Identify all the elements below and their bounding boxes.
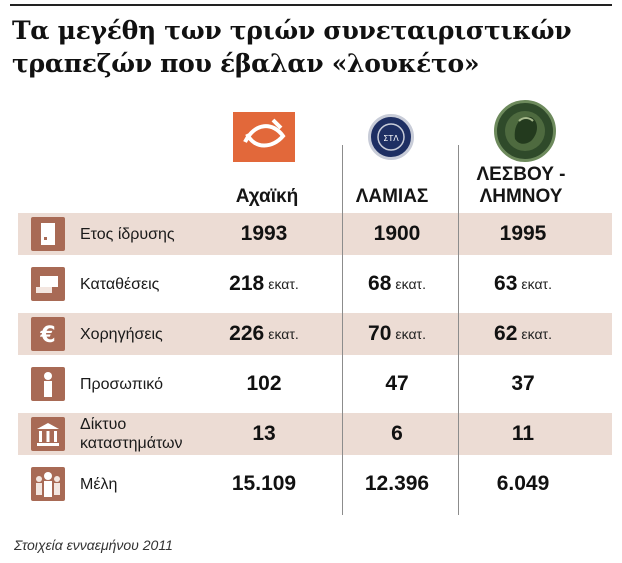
cell-lamias-branches: 6	[391, 422, 403, 445]
table-row: € Χορηγήσεις	[18, 313, 612, 355]
column-divider	[458, 145, 459, 515]
row-label: Μέλη	[80, 476, 118, 493]
column-header-lamias: ΛΑΜΙΑΣ	[355, 186, 429, 207]
cell-achaiki-year: 1993	[240, 222, 288, 245]
row-label: Ετος ίδρυσης	[80, 226, 175, 243]
table-row: Προσωπικό	[18, 363, 612, 405]
row-label: Χορηγήσεις	[80, 326, 163, 343]
person-icon	[31, 367, 65, 401]
row-label: Προσωπικό	[80, 376, 163, 393]
footnote: Στοιχεία ενναεμήνου 2011	[14, 537, 173, 553]
table-row: Καταθέσεις	[18, 263, 612, 305]
group-icon	[31, 467, 65, 501]
top-rule	[10, 4, 612, 6]
table-row: Μέλη	[18, 463, 612, 505]
svg-text:€: €	[39, 323, 55, 348]
euro-icon: €	[31, 317, 65, 351]
cell-achaiki-branches: 13	[252, 422, 276, 445]
lesvos-coin-head-icon	[505, 111, 545, 151]
cell-achaiki-loans: 226 εκατ.	[229, 322, 299, 345]
column-divider	[342, 145, 343, 515]
lamias-logo-text: ΣΤΛ	[383, 134, 399, 143]
calendar-icon	[31, 217, 65, 251]
lesvos-logo	[494, 100, 556, 162]
cell-lamias-loans: 70 εκατ.	[368, 322, 426, 345]
column-header-lesvos: ΛΕΣΒΟΥ - ΛΗΜΝΟΥ	[476, 164, 566, 207]
lamias-logo: ΣΤΛ	[368, 114, 414, 160]
row-label-line2: καταστημάτων	[80, 435, 183, 452]
cell-lesvos-year: 1995	[499, 222, 547, 245]
cell-achaiki-members: 15.109	[231, 472, 297, 495]
column-header-achaiki: Αχαϊκή	[235, 186, 299, 207]
achaiki-logo	[233, 112, 295, 162]
cell-lamias-staff: 47	[385, 372, 409, 395]
cell-lesvos-members: 6.049	[496, 472, 550, 495]
cell-lesvos-deposits: 63 εκατ.	[494, 272, 552, 295]
achaiki-fish-logo-icon	[243, 118, 286, 148]
cash-hand-icon	[31, 267, 65, 301]
cell-lamias-year: 1900	[373, 222, 421, 245]
cell-lesvos-loans: 62 εκατ.	[494, 322, 552, 345]
table-row: Ετος ίδρυσης	[18, 213, 612, 255]
lamias-seal-icon: ΣΤΛ	[377, 123, 405, 151]
cell-lamias-members: 12.396	[364, 472, 430, 495]
row-label: Καταθέσεις	[80, 276, 160, 293]
cell-lamias-deposits: 68 εκατ.	[368, 272, 426, 295]
table-row: Δίκτυο καταστημάτων	[18, 413, 612, 455]
row-label-line1: Δίκτυο	[80, 416, 127, 433]
cell-lesvos-branches: 11	[511, 422, 535, 445]
cell-achaiki-deposits: 218 εκατ.	[229, 272, 299, 295]
cell-achaiki-staff: 102	[246, 372, 282, 395]
bank-building-icon	[31, 417, 65, 451]
cell-lesvos-staff: 37	[511, 372, 535, 395]
page-title: Τα μεγέθη των τριών συνεταιριστικών τραπ…	[12, 16, 572, 78]
